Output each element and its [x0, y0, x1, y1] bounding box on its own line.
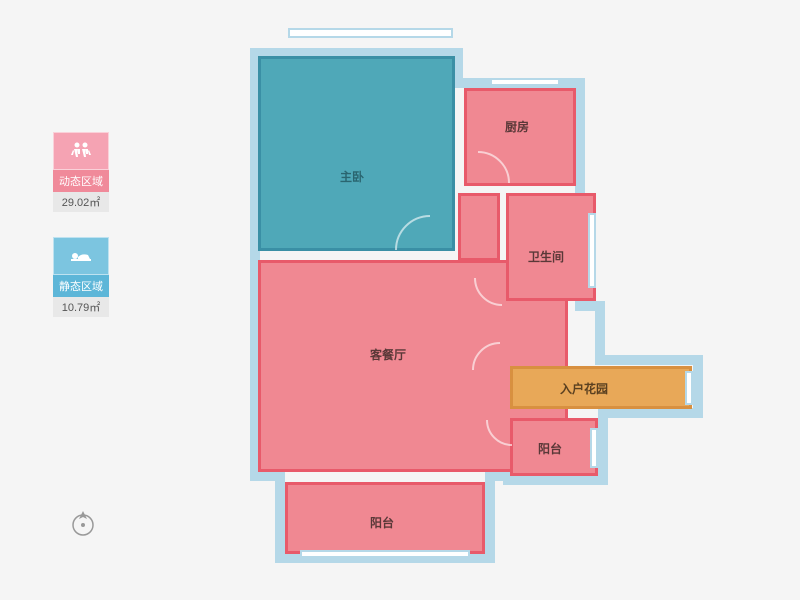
room-bathroom [506, 193, 596, 301]
window [590, 428, 598, 468]
compass-icon [68, 508, 98, 543]
people-icon [53, 132, 109, 170]
window [685, 371, 693, 405]
legend-dynamic: 动态区域 29.02㎡ [53, 132, 113, 212]
legend-static-label: 静态区域 [53, 275, 109, 297]
window [490, 78, 560, 86]
legend-dynamic-value: 29.02㎡ [53, 192, 109, 212]
sleeping-icon [53, 237, 109, 275]
room-balcony_large [285, 482, 485, 554]
room-entrance [510, 366, 692, 409]
legend-dynamic-label: 动态区域 [53, 170, 109, 192]
window [300, 550, 470, 558]
legend-panel: 动态区域 29.02㎡ 静态区域 10.79㎡ [53, 132, 113, 342]
room-hallway [458, 193, 500, 261]
room-balcony_small [510, 418, 598, 476]
legend-static-value: 10.79㎡ [53, 297, 109, 317]
floorplan: 客餐厅主卧厨房卫生间入户花园阳台阳台 [230, 28, 730, 573]
window [288, 28, 453, 38]
legend-static: 静态区域 10.79㎡ [53, 237, 113, 317]
window [588, 213, 596, 288]
room-bedroom [258, 56, 455, 251]
room-kitchen [464, 88, 576, 186]
